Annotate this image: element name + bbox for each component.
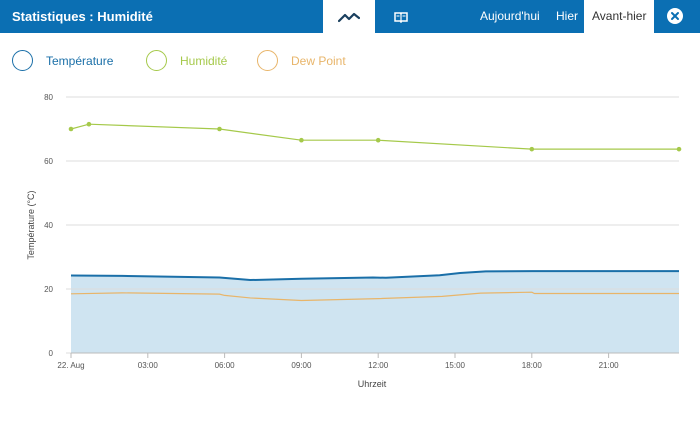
data-point-humidit- (529, 146, 535, 152)
x-tick-label: 18:00 (522, 361, 543, 370)
y-axis-title: Température (°C) (26, 190, 36, 259)
x-tick-label: 12:00 (368, 361, 389, 370)
page-title: Statistiques : Humidité (12, 9, 153, 24)
x-tick-label: 06:00 (215, 361, 236, 370)
data-point-humidit- (299, 137, 304, 143)
line-chart-icon (338, 12, 360, 22)
close-button[interactable] (667, 8, 683, 24)
legend-circle-dew-point (257, 50, 278, 71)
data-point-humidit- (86, 121, 92, 127)
tab-day-before-yesterday[interactable]: Avant-hier (584, 0, 655, 33)
tab-line-chart[interactable] (323, 0, 375, 33)
x-tick-label: 21:00 (599, 361, 620, 370)
x-axis-title: Uhrzeit (358, 379, 387, 389)
x-tick-label: 03:00 (138, 361, 159, 370)
legend-circle-temperature (12, 50, 33, 71)
legend-label-temperature: Température (46, 54, 114, 68)
data-point-humidit- (217, 126, 222, 132)
y-tick-label: 60 (44, 157, 53, 166)
x-tick-label: 22. Aug (57, 361, 84, 370)
y-tick-label: 20 (44, 285, 53, 294)
tab-book[interactable] (375, 0, 427, 33)
x-tick-label: 15:00 (445, 361, 466, 370)
legend-circle-humidity (146, 50, 167, 71)
data-point-humidit- (676, 146, 682, 152)
close-icon (671, 12, 679, 20)
tab-yesterday[interactable]: Hier (556, 9, 579, 23)
legend-label-dew-point: Dew Point (291, 54, 346, 68)
book-icon (394, 11, 408, 23)
series-line-temp-rature (70, 270, 679, 282)
x-tick-label: 09:00 (291, 361, 312, 370)
data-point-humidit- (68, 126, 74, 132)
data-point-humidit- (375, 137, 381, 143)
legend-label-humidity: Humidité (180, 54, 228, 68)
y-tick-label: 80 (44, 93, 53, 102)
y-tick-label: 40 (44, 221, 53, 230)
series-line-dew-point (70, 291, 679, 302)
temperature-area (71, 271, 679, 353)
header-bar: Statistiques : Humidité Aujourd'hui Hier… (0, 0, 700, 33)
tab-today[interactable]: Aujourd'hui (480, 9, 540, 23)
y-tick-label: 0 (49, 349, 54, 358)
series-line-humidit- (70, 123, 679, 150)
